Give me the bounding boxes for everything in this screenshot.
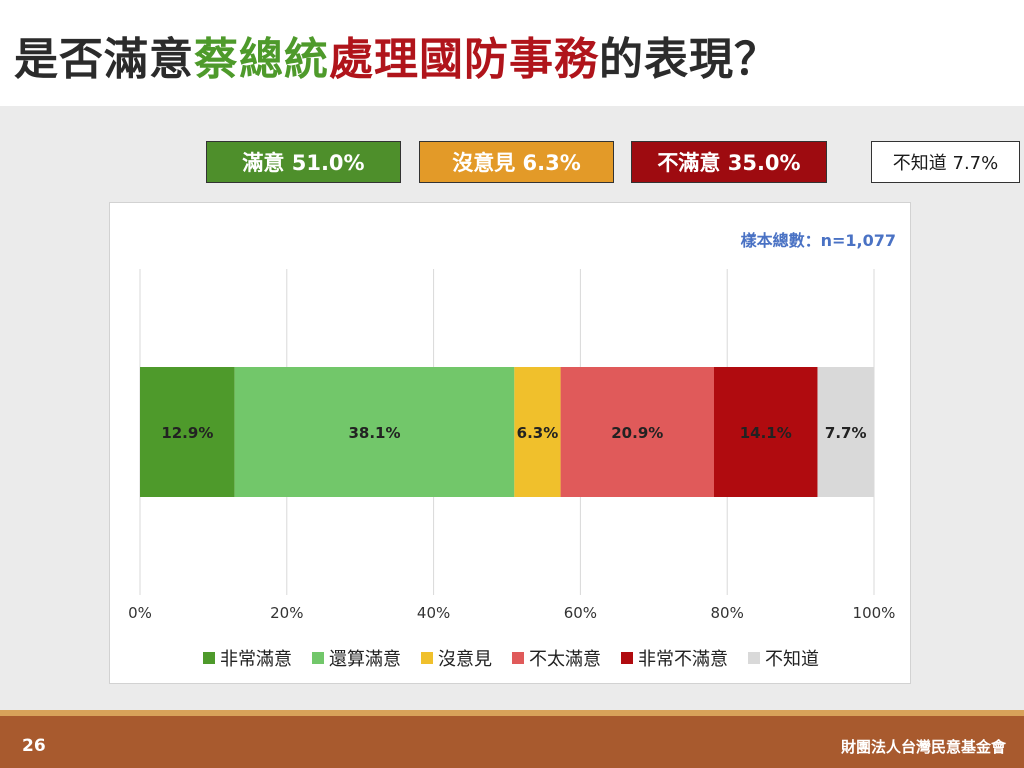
bar-segment [234, 367, 515, 497]
legend-label: 沒意見 [438, 649, 492, 670]
legend-label: 非常滿意 [220, 649, 292, 670]
summary-neutral-box: 沒意見 6.3% [419, 141, 614, 183]
legend-swatch [203, 652, 215, 664]
legend-item: 還算滿意 [312, 645, 401, 671]
data-label: 38.1% [348, 424, 400, 442]
sample-size-label: 樣本總數：n=1,077 [740, 231, 896, 250]
chart-legend: 非常滿意 還算滿意 沒意見 不太滿意 非常不滿意 不知道 [110, 645, 912, 671]
summary-dissatisfied-box: 不滿意 35.0% [631, 141, 827, 183]
x-tick-label: 0% [128, 604, 152, 622]
legend-label: 不太滿意 [529, 649, 601, 670]
data-label: 7.7% [825, 424, 867, 442]
legend-swatch [621, 652, 633, 664]
x-tick-label: 80% [711, 604, 744, 622]
x-tick-label: 20% [270, 604, 303, 622]
data-label: 20.9% [611, 424, 663, 442]
title-part-1: 是否滿意 [14, 34, 194, 85]
title-part-president: 蔡總統 [194, 34, 329, 85]
x-tick-label: 40% [417, 604, 450, 622]
x-tick-label: 100% [853, 604, 896, 622]
bar-segment [817, 367, 874, 497]
organization-name: 財團法人台灣民意基金會 [840, 738, 1006, 756]
legend-swatch [748, 652, 760, 664]
title-part-end: 的表現？ [599, 34, 779, 85]
legend-label: 不知道 [765, 649, 819, 670]
legend-item: 非常滿意 [203, 645, 292, 671]
legend-item: 非常不滿意 [621, 645, 728, 671]
x-tick-label: 60% [564, 604, 597, 622]
legend-label: 非常不滿意 [638, 649, 728, 670]
page-number: 26 [22, 736, 46, 756]
data-label: 6.3% [517, 424, 559, 442]
bar-segment [140, 367, 235, 497]
legend-item: 不太滿意 [512, 645, 601, 671]
data-label: 14.1% [740, 424, 792, 442]
stacked-bar-chart: 12.9% 38.1% 6.3% 20.9% 14.1% 7.7% 0% 20% 40% 60%… [128, 269, 895, 622]
legend-item: 不知道 [748, 645, 819, 671]
bar-segment [560, 367, 714, 497]
title-part-topic: 處理國防事務 [329, 34, 599, 85]
legend-label: 還算滿意 [329, 649, 401, 670]
summary-dontknow-box: 不知道 7.7% [871, 141, 1020, 183]
bar-segments [140, 367, 874, 497]
legend-item: 沒意見 [421, 645, 492, 671]
legend-swatch [421, 652, 433, 664]
bar-segment [514, 367, 561, 497]
chart-card: 樣本總數：n=1,077 12.9% 38.1% 6.3% 20.9% 14.1% 7.7… [109, 202, 911, 684]
data-labels: 12.9% 38.1% 6.3% 20.9% 14.1% 7.7% [161, 424, 866, 442]
summary-satisfied-box: 滿意 51.0% [206, 141, 401, 183]
bar-segment [713, 367, 818, 497]
x-axis-ticks: 0% 20% 40% 60% 80% 100% [128, 604, 895, 622]
legend-swatch [312, 652, 324, 664]
footer-bar: 26 財團法人台灣民意基金會 [0, 710, 1024, 768]
data-label: 12.9% [161, 424, 213, 442]
legend-swatch [512, 652, 524, 664]
page-title: 是否滿意蔡總統處理國防事務的表現？ [14, 28, 779, 92]
